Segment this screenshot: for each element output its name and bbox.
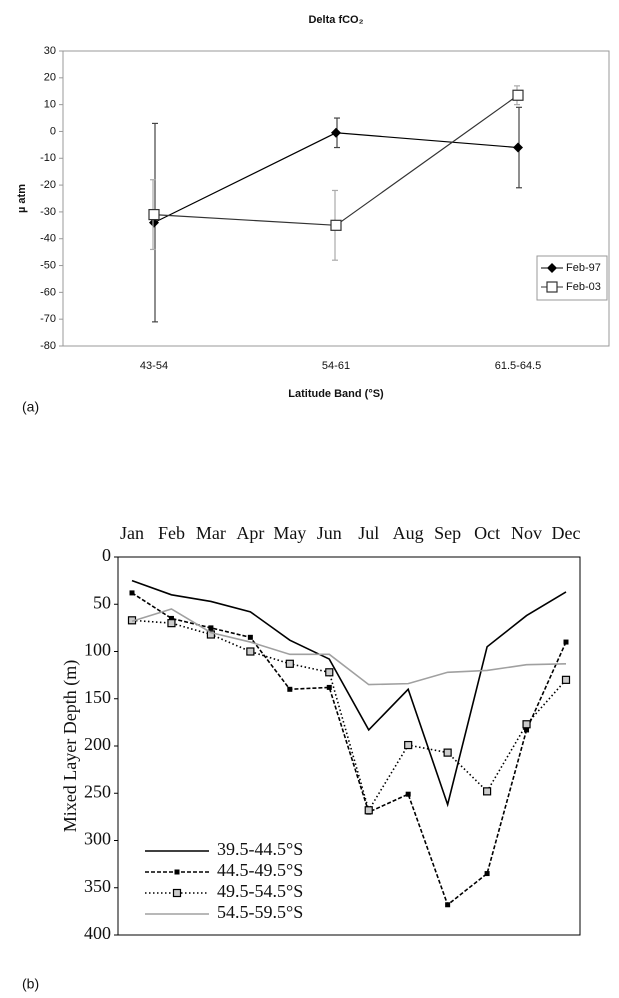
marker bbox=[512, 89, 524, 101]
legend-label: Feb-97 bbox=[566, 262, 601, 274]
marker bbox=[524, 727, 530, 733]
series-line bbox=[153, 94, 519, 226]
marker bbox=[330, 219, 342, 231]
x-tick-label: Apr bbox=[236, 523, 264, 543]
marker bbox=[247, 634, 253, 640]
legend-box bbox=[536, 255, 608, 301]
marker bbox=[208, 625, 214, 631]
chart-a: Delta fCO₂ (a) Latitude Band (°S) µ atm -80 -… bbox=[16, 14, 610, 415]
x-tick-label: 61.5-64.5 bbox=[495, 360, 541, 372]
x-tick-label: Oct bbox=[474, 523, 500, 543]
marker bbox=[405, 791, 411, 797]
y-tick-label: 300 bbox=[84, 829, 111, 849]
x-tick-label: Aug bbox=[393, 523, 424, 543]
marker bbox=[522, 720, 531, 729]
y-tick-label: -60 bbox=[40, 286, 56, 298]
marker bbox=[482, 787, 492, 796]
x-tick-label: Feb bbox=[158, 523, 185, 543]
chart-b: (b) Mixed Layer Depth (m) 0 50 100 150 200 250 3… bbox=[22, 523, 581, 992]
panel-label: (b) bbox=[22, 976, 39, 992]
y-tick-label: 250 bbox=[84, 781, 111, 801]
marker bbox=[326, 684, 332, 690]
y-tick-label: -70 bbox=[40, 313, 56, 325]
series-line bbox=[153, 132, 519, 224]
marker bbox=[546, 281, 558, 293]
y-tick-label: 0 bbox=[50, 125, 56, 137]
marker bbox=[443, 748, 452, 757]
x-tick-label: May bbox=[273, 523, 306, 543]
chart-title: Delta fCO₂ bbox=[308, 14, 363, 26]
legend-label: 44.5-49.5°S bbox=[217, 860, 303, 880]
y-axis-label: µ atm bbox=[16, 184, 28, 213]
y-tick-label: 0 bbox=[102, 545, 111, 565]
plot-frame bbox=[117, 556, 581, 936]
y-tick-label: -50 bbox=[40, 259, 56, 271]
series-line bbox=[131, 619, 567, 813]
y-tick-label: -30 bbox=[40, 206, 56, 218]
marker bbox=[404, 740, 413, 750]
x-tick-label: Jun bbox=[317, 523, 342, 543]
marker bbox=[287, 686, 293, 692]
marker bbox=[561, 675, 571, 684]
legend-label: Feb-03 bbox=[566, 281, 601, 293]
marker bbox=[513, 142, 523, 153]
panel-label: (a) bbox=[22, 399, 39, 415]
y-tick-label: 100 bbox=[84, 640, 111, 660]
marker bbox=[325, 668, 334, 677]
y-axis-label: Mixed Layer Depth (m) bbox=[60, 660, 81, 832]
series-line bbox=[131, 592, 567, 907]
marker bbox=[167, 619, 176, 628]
x-tick-label: Mar bbox=[196, 523, 226, 543]
legend-label: 49.5-54.5°S bbox=[217, 881, 303, 901]
y-tick-label: 50 bbox=[93, 592, 111, 612]
marker bbox=[547, 263, 557, 273]
x-tick-label: Jul bbox=[358, 523, 379, 543]
y-tick-label: 20 bbox=[44, 72, 56, 84]
marker bbox=[168, 615, 174, 621]
y-tick-label: -20 bbox=[40, 179, 56, 191]
legend-label: 39.5-44.5°S bbox=[217, 839, 303, 859]
y-tick-label: -80 bbox=[40, 340, 56, 352]
x-tick-label: Nov bbox=[511, 523, 542, 543]
marker bbox=[129, 590, 135, 596]
x-tick-label: Sep bbox=[434, 523, 461, 543]
y-tick-label: -40 bbox=[40, 233, 56, 245]
marker bbox=[172, 888, 182, 898]
marker bbox=[484, 871, 490, 877]
x-axis-label: Latitude Band (°S) bbox=[288, 388, 384, 400]
marker bbox=[285, 659, 294, 668]
y-tick-label: 350 bbox=[84, 876, 111, 896]
y-tick-label: 200 bbox=[84, 734, 111, 754]
legend-label: 54.5-59.5°S bbox=[217, 902, 303, 922]
y-tick-label: -10 bbox=[40, 152, 56, 164]
marker bbox=[445, 902, 451, 908]
marker bbox=[174, 869, 180, 875]
series-line bbox=[131, 608, 567, 686]
x-tick-label: Jan bbox=[120, 523, 144, 543]
y-tick-label: 150 bbox=[84, 687, 111, 707]
marker bbox=[331, 127, 341, 138]
marker bbox=[246, 647, 255, 656]
y-tick-label: 400 bbox=[84, 923, 111, 943]
marker bbox=[563, 639, 569, 645]
series-line bbox=[131, 579, 567, 808]
y-tick-label: 10 bbox=[44, 99, 56, 111]
marker bbox=[206, 630, 216, 639]
plot-frame bbox=[62, 50, 610, 347]
x-tick-label: Dec bbox=[552, 523, 581, 543]
x-tick-label: 43-54 bbox=[140, 360, 168, 372]
x-tick-label: 54-61 bbox=[322, 360, 350, 372]
y-tick-label: 30 bbox=[44, 45, 56, 57]
marker bbox=[148, 208, 160, 221]
marker bbox=[364, 806, 373, 815]
